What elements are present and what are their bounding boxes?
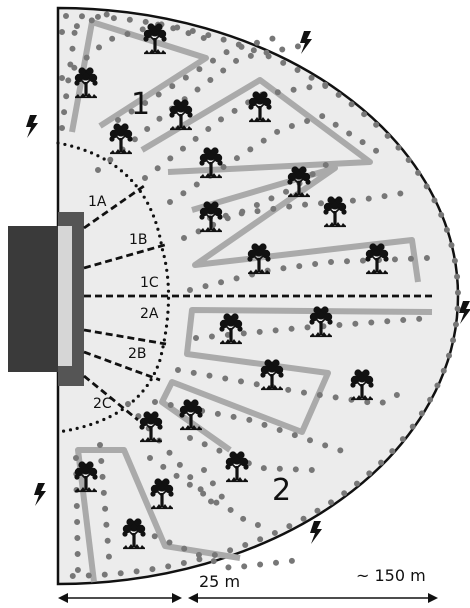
- lightning-icon: [459, 301, 470, 324]
- path-bands: [69, 19, 433, 583]
- zone-label-1: 1: [131, 87, 150, 122]
- dimension-lines: [58, 593, 438, 603]
- branch-label-2b: 2B: [128, 346, 147, 362]
- branch-label-1c: 1C: [140, 275, 159, 291]
- branch-label-1b: 1B: [129, 232, 148, 248]
- zone-boundary: [56, 141, 171, 434]
- lightning-icon: [26, 115, 38, 138]
- branch-label-2c: 2C: [93, 396, 112, 412]
- lightning-icon: [310, 521, 322, 544]
- lightning-icon: [34, 483, 46, 506]
- dimension-outer: ~ 150 m: [356, 566, 426, 585]
- branch-label-1a: 1A: [88, 194, 107, 210]
- perimeter-dots: [63, 13, 461, 579]
- zone-label-2: 2: [272, 473, 291, 508]
- building: [8, 212, 84, 386]
- dimension-inner: 25 m: [199, 572, 240, 591]
- distribution-lines: [83, 184, 436, 422]
- lightning-icon: [300, 31, 312, 54]
- branch-label-2a: 2A: [140, 306, 159, 322]
